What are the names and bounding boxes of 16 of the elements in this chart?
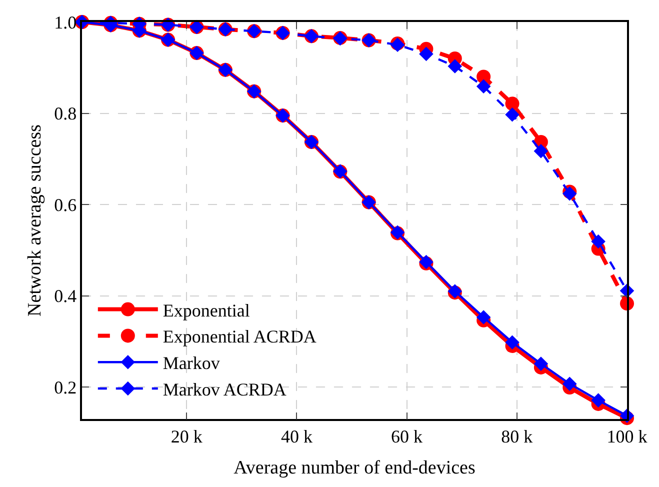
- x-tick-label: 60 k: [391, 426, 423, 446]
- y-tick-label: 0.8: [54, 104, 77, 124]
- x-tick-label: 80 k: [501, 426, 533, 446]
- y-tick-label: 1.0: [54, 12, 77, 32]
- y-axis-title: Network average success: [24, 124, 46, 317]
- x-axis-title: Average number of end-devices: [234, 458, 476, 479]
- x-tick-label: 20 k: [170, 426, 202, 446]
- x-tick-label: 40 k: [280, 426, 312, 446]
- y-tick-label: 0.4: [54, 286, 77, 306]
- legend-label: Exponential: [162, 300, 250, 320]
- legend-label: Markov ACRDA: [162, 380, 286, 400]
- legend-label: Exponential ACRDA: [162, 326, 316, 347]
- legend-label: Markov: [162, 353, 220, 374]
- x-tick-label: 100 k: [606, 426, 648, 446]
- y-tick-label: 0.2: [54, 377, 77, 398]
- y-tick-label: 0.6: [54, 194, 77, 215]
